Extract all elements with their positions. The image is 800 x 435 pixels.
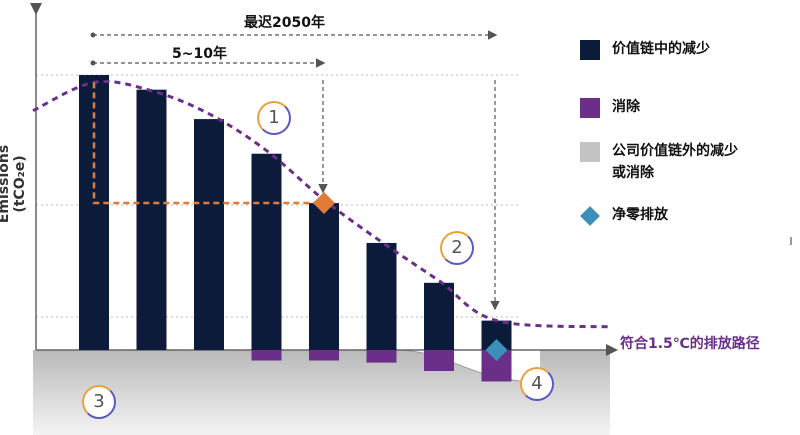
legend-item-removal: 消除 [580, 96, 640, 118]
pathway-label: 符合1.5℃的排放路径 [620, 336, 760, 352]
bar-removal-6 [366, 350, 397, 363]
bar-value-chain-6 [366, 242, 397, 350]
legend-item-beyond-value-chain: 公司价值链外的减少 或消除 [580, 140, 738, 184]
span-short-label: 5~10年 [172, 46, 227, 62]
step-badge-4: 4 [520, 367, 554, 401]
bar-value-chain-4 [251, 153, 282, 350]
diamond-icon [580, 206, 600, 226]
bar-value-chain-2 [136, 89, 167, 351]
bar-removal-5 [309, 350, 339, 361]
bar-removal-4 [251, 350, 282, 361]
legend-swatch-navy [580, 40, 600, 60]
beyond-value-chain-area [33, 350, 610, 435]
bar-removal-7 [424, 350, 454, 371]
span-long-start [90, 32, 96, 38]
span-long-label: 最迟2050年 [244, 15, 325, 31]
step-badge-1: 1 [257, 101, 291, 135]
legend-label: 净零排放 [612, 207, 668, 223]
legend-swatch-gray [580, 142, 600, 162]
near-term-guide [92, 82, 324, 205]
pathway-curve [32, 80, 611, 329]
step-badge-2: 2 [440, 231, 474, 265]
bar-value-chain-5 [309, 203, 339, 350]
bar-value-chain-1 [79, 75, 109, 350]
legend-item-net-zero: 净零排放 [580, 204, 668, 226]
step-badge-3: 3 [82, 385, 116, 419]
y-axis-label: Emissions (tCO₂e) [0, 144, 28, 224]
bar-value-chain-3 [194, 119, 224, 350]
legend-swatch-purple [580, 98, 600, 118]
span-short-start [90, 60, 96, 66]
beyond-area-edge [394, 349, 541, 383]
legend-item-value-chain-reduction: 价值链中的减少 [580, 38, 710, 60]
legend-label: 消除 [612, 99, 640, 115]
legend-label: 价值链中的减少 [612, 41, 710, 57]
legend-label: 公司价值链外的减少 或消除 [612, 143, 738, 181]
diamond-marker-1 [313, 192, 335, 215]
bar-value-chain-7 [424, 282, 454, 350]
diamond-marker-2 [485, 339, 508, 361]
edge-tick [790, 237, 792, 245]
